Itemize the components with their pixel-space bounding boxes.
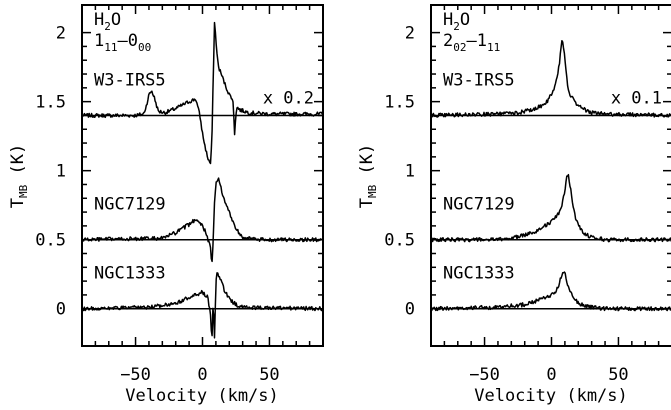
left-ytick-label: 1.5 — [35, 93, 66, 113]
right-ylabel: TMB (K) — [357, 144, 379, 208]
right-spectrum-w3-irs5 — [430, 39, 671, 118]
left-transition-label: 111–000 — [94, 31, 151, 54]
left-series-label-ngc1333: NGC1333 — [94, 264, 166, 284]
right-spectrum-ngc7129 — [430, 173, 671, 243]
left-xtick-label: 50 — [259, 365, 279, 385]
left-spectrum-ngc7129 — [81, 177, 324, 263]
left-series-label-w3-irs5: W3-IRS5 — [94, 70, 166, 90]
right-transition-j1sub: 02 — [453, 41, 466, 54]
left-transition-j1sub: 11 — [104, 41, 117, 54]
right-ylabel-main: T — [357, 198, 377, 208]
left-molecule-main: H — [94, 10, 104, 30]
left-panel: H2O 111–000 TMB (K) Velocity (km/s) 00.5… — [8, 4, 324, 406]
right-transition-label: 202–111 — [443, 31, 500, 54]
right-ytick-label: 0 — [405, 300, 415, 320]
right-scale-label: x 0.1 — [611, 88, 662, 108]
left-scale-label: x 0.2 — [263, 88, 314, 108]
left-ylabel-main: T — [8, 198, 28, 208]
right-ytick-label: 2 — [405, 24, 415, 44]
right-ylabel-unit: (K) — [357, 144, 377, 185]
left-ylabel-sub: MB — [17, 184, 30, 198]
right-panel: H2O 202–111 TMB (K) Velocity (km/s) 00.5… — [357, 4, 671, 406]
right-series-label-ngc1333: NGC1333 — [443, 264, 515, 284]
right-series-label-w3-irs5: W3-IRS5 — [443, 70, 515, 90]
left-molecule-sub: 2 — [104, 20, 111, 33]
right-transition-j1: 2 — [443, 31, 453, 51]
right-series-label-ngc7129: NGC7129 — [443, 195, 515, 215]
left-spectrum-ngc1333 — [81, 272, 324, 339]
right-molecule-label: H2O — [443, 10, 470, 33]
right-plot-area — [430, 5, 671, 346]
right-molecule-main: H — [443, 10, 453, 30]
right-xtick-label: 50 — [608, 365, 628, 385]
right-ylabel-sub: MB — [366, 184, 379, 198]
left-plot-area — [81, 5, 324, 346]
right-transition-j2: 1 — [477, 31, 487, 51]
right-spectrum-ngc1333 — [430, 271, 671, 312]
left-transition-j2sub: 00 — [138, 41, 151, 54]
left-ytick-label: 0 — [56, 300, 66, 320]
left-transition-dash: – — [118, 31, 129, 51]
right-xtick-label: −50 — [469, 365, 500, 385]
right-plot-frame — [430, 4, 671, 347]
left-molecule-label: H2O — [94, 10, 121, 33]
left-xtick-label: 0 — [197, 365, 207, 385]
left-ylabel: TMB (K) — [8, 144, 30, 208]
right-ytick-label: 1.5 — [384, 93, 415, 113]
left-xlabel: Velocity (km/s) — [125, 386, 279, 406]
left-ytick-label: 2 — [56, 24, 66, 44]
left-plot-frame — [81, 4, 324, 347]
right-ytick-label: 1 — [405, 162, 415, 182]
left-series-label-ngc7129: NGC7129 — [94, 195, 166, 215]
left-xtick-label: −50 — [120, 365, 151, 385]
left-spectrum-w3-irs5 — [81, 21, 324, 165]
right-molecule-rest: O — [460, 10, 470, 30]
left-transition-j2: 0 — [128, 31, 138, 51]
right-transition-dash: – — [467, 31, 478, 51]
right-molecule-sub: 2 — [453, 20, 460, 33]
right-xtick-label: 0 — [546, 365, 556, 385]
left-ytick-label: 0.5 — [35, 231, 66, 251]
left-ytick-label: 1 — [56, 162, 66, 182]
right-ytick-label: 0.5 — [384, 231, 415, 251]
right-transition-j2sub: 11 — [487, 41, 500, 54]
left-transition-j1: 1 — [94, 31, 104, 51]
left-ylabel-unit: (K) — [8, 144, 28, 185]
right-xlabel: Velocity (km/s) — [474, 386, 628, 406]
left-molecule-rest: O — [111, 10, 121, 30]
